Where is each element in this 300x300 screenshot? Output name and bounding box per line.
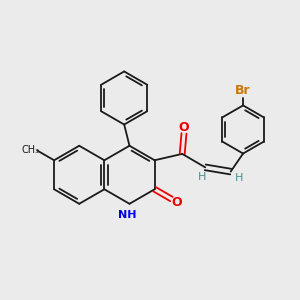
Text: Br: Br bbox=[235, 84, 251, 97]
Text: CH₃: CH₃ bbox=[21, 145, 40, 154]
Text: NH: NH bbox=[118, 210, 137, 220]
Text: H: H bbox=[198, 172, 207, 182]
Text: O: O bbox=[179, 121, 189, 134]
Text: O: O bbox=[172, 196, 182, 209]
Text: H: H bbox=[235, 173, 244, 183]
